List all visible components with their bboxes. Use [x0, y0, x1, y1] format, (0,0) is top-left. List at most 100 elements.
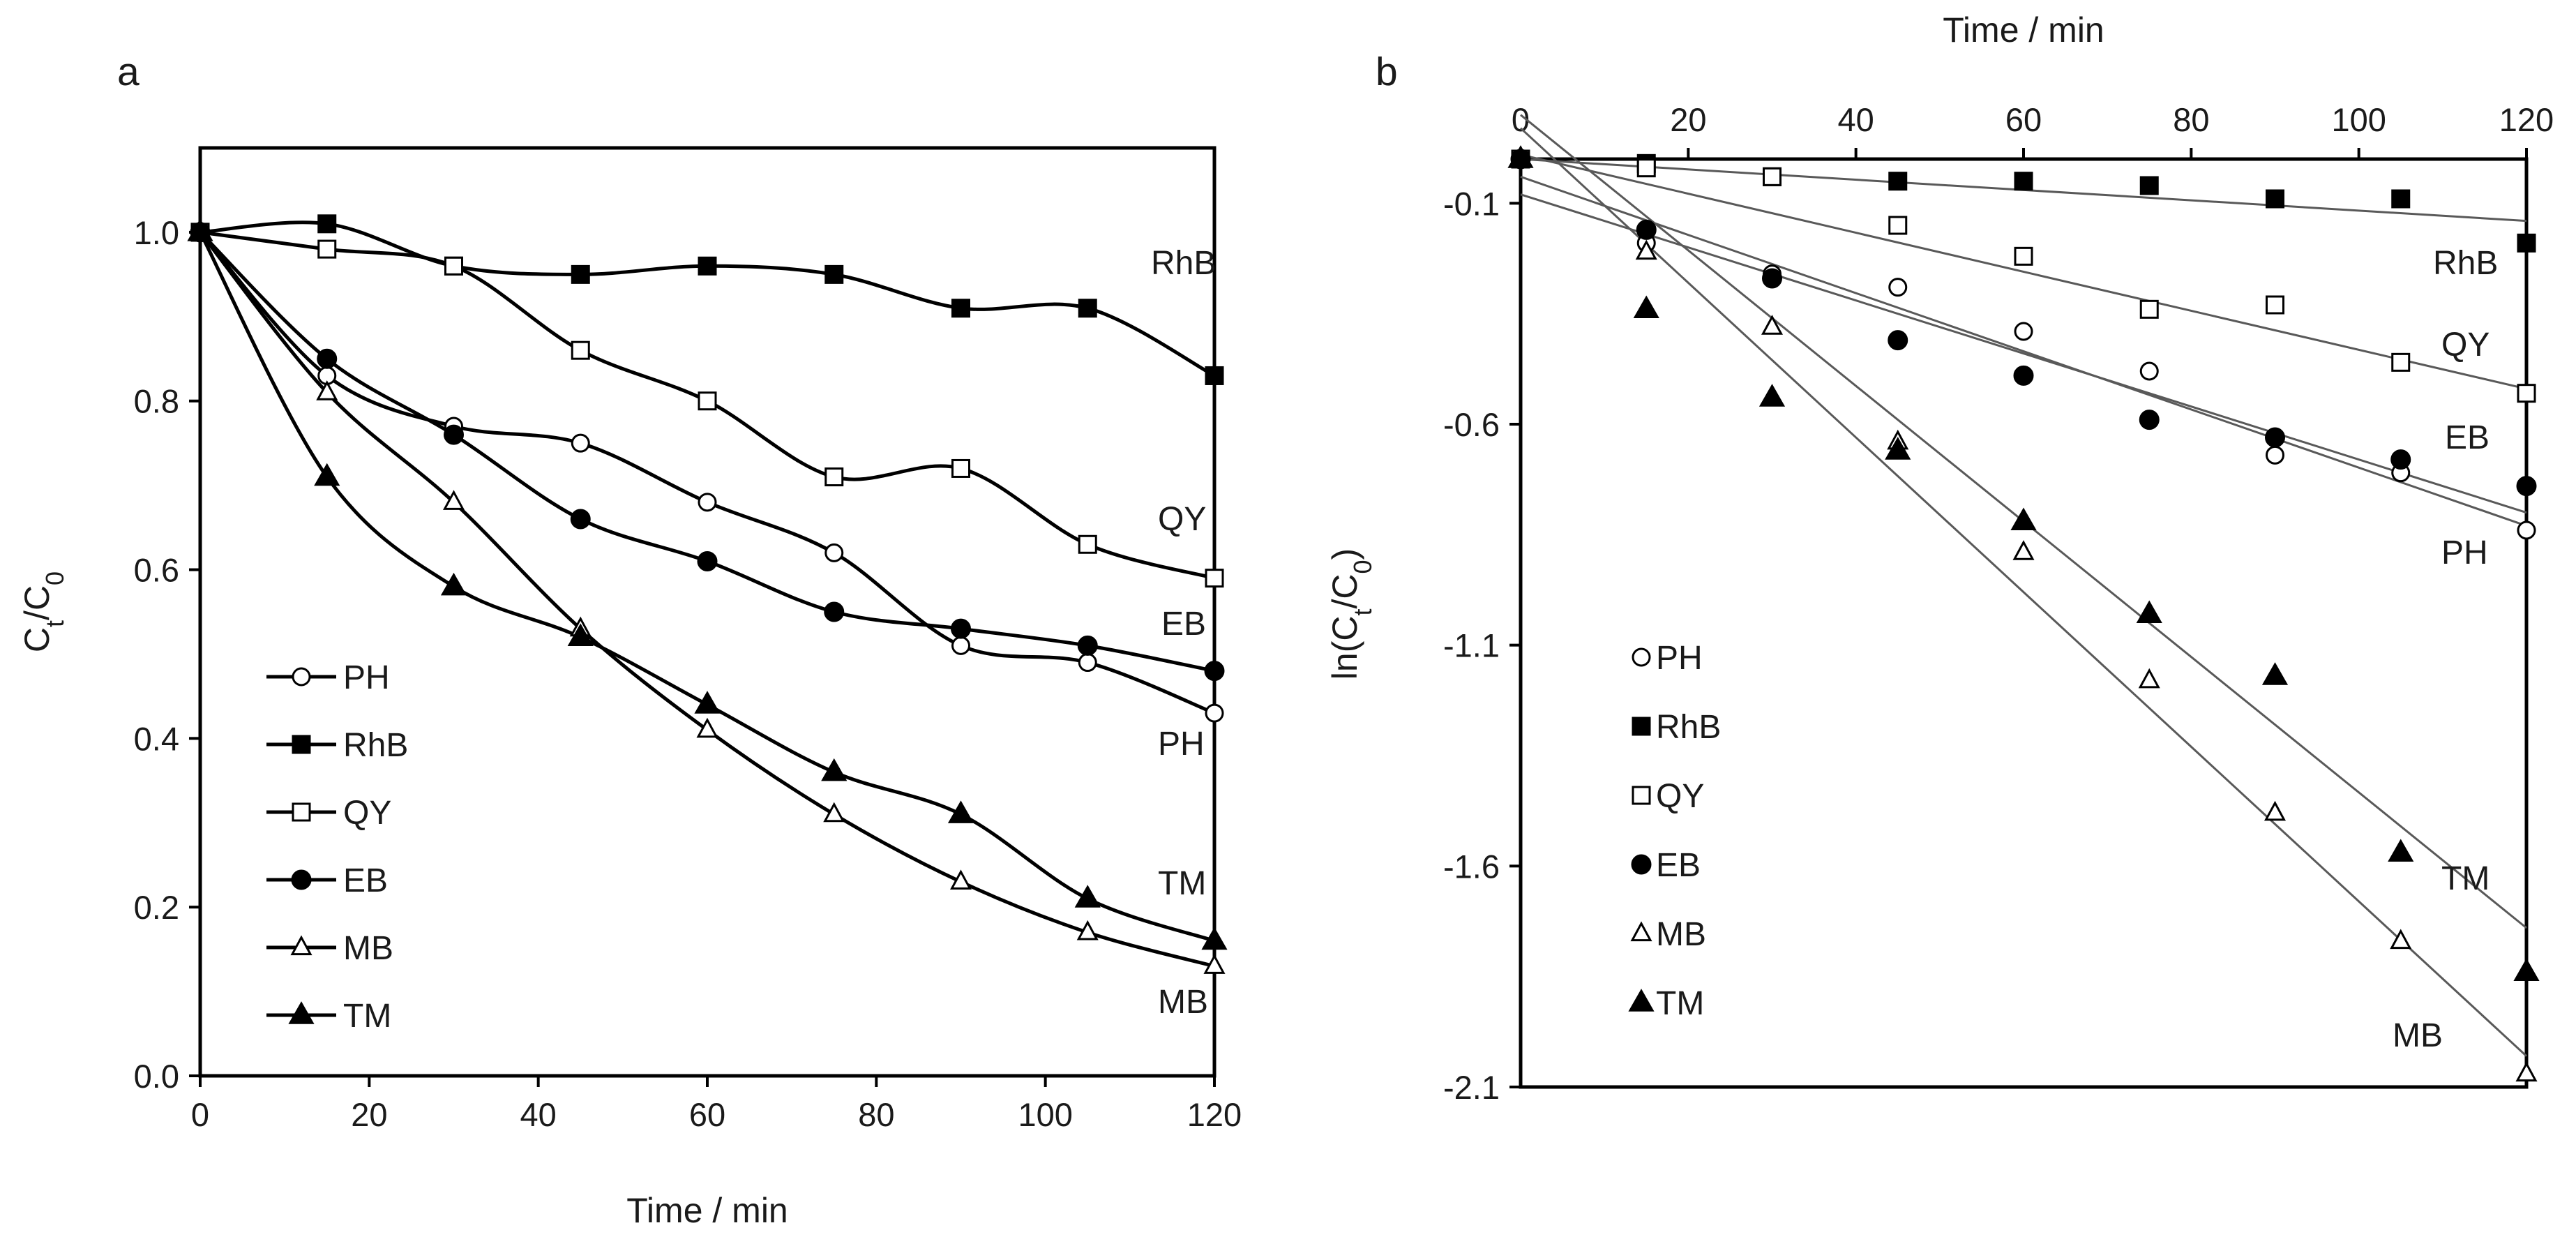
panel-b-x-axis-label: Time / min: [1943, 10, 2104, 50]
a-point-eb: [824, 601, 845, 622]
b-point-qy: [2266, 295, 2284, 315]
b-x-tick-label: 80: [2173, 101, 2209, 138]
a-legend-marker-qy: [292, 802, 311, 822]
a-series-line-rhb: [199, 220, 1216, 377]
a-point-ph: [698, 493, 717, 512]
b-point-rhb: [1888, 172, 1908, 191]
a-series-line-mb: [199, 231, 1215, 968]
a-y-tick-label: 0.0: [134, 1058, 179, 1095]
a-point-eb: [951, 618, 971, 639]
b-y-tick-label: -1.1: [1443, 627, 1500, 664]
a-point-qy: [824, 467, 844, 487]
b-fit-line-ph: [1520, 193, 2527, 514]
b-point-qy: [2517, 384, 2536, 403]
b-point-qy: [1763, 167, 1782, 186]
b-legend-marker-rhb: [1632, 717, 1651, 736]
b-fit-line-eb: [1520, 175, 2527, 527]
a-legend-marker-eb: [291, 869, 312, 890]
a-point-eb: [444, 424, 464, 445]
b-point-tm: [1885, 437, 1911, 460]
b-point-tm: [2136, 600, 2162, 624]
a-point-rhb: [698, 256, 717, 276]
a-point-qy: [317, 239, 337, 259]
panel-a-x-axis-label: Time / min: [626, 1191, 788, 1230]
panel-b: b Time / min ln(Ct/C0) 0 20 40 60 80 100 120 -…: [1325, 10, 2554, 1106]
a-point-eb: [1077, 635, 1098, 656]
b-series-label-rhb: RhB: [2433, 245, 2498, 282]
panel-a-y-axis-label: Ct/C0: [17, 571, 69, 652]
b-legend-label-eb: EB: [1656, 847, 1701, 884]
b-legend-label-ph: PH: [1656, 640, 1703, 677]
b-series-label-ph: PH: [2441, 534, 2488, 571]
a-point-qy: [698, 391, 717, 411]
a-x-tick-label: 20: [351, 1096, 387, 1133]
b-point-rhb: [2014, 172, 2033, 191]
b-point-rhb: [2266, 189, 2284, 209]
a-series-line-tm: [198, 231, 1215, 943]
panel-a: a Time / min Ct/C0 0 20 40 60 80 100 120 0.00.…: [17, 50, 1242, 1230]
b-series-label-mb: MB: [2393, 1017, 2443, 1054]
b-point-mb: [1761, 315, 1784, 335]
a-point-qy: [1078, 534, 1097, 554]
b-point-mb: [1635, 239, 1657, 260]
b-fit-line-mb: [1519, 127, 2528, 1057]
b-point-mb: [2390, 929, 2412, 950]
b-point-eb: [1888, 330, 1908, 351]
b-y-tick-label: -0.6: [1443, 406, 1500, 443]
b-point-tm: [1758, 384, 1786, 407]
b-point-mb: [2515, 1061, 2538, 1082]
b-point-eb: [2265, 427, 2285, 448]
a-point-qy: [571, 340, 590, 360]
panel-a-series: [187, 214, 1228, 974]
a-series-label-qy: QY: [1158, 501, 1206, 538]
b-point-tm: [2513, 958, 2540, 982]
a-point-eb: [697, 550, 718, 571]
a-point-mb: [1076, 920, 1099, 940]
a-x-tick-label: 80: [858, 1096, 894, 1133]
b-point-rhb: [2391, 189, 2411, 209]
b-point-ph: [1888, 278, 1908, 297]
b-point-ph: [2139, 361, 2159, 381]
a-point-rhb: [1078, 299, 1097, 318]
b-legend-marker-eb: [1631, 854, 1652, 875]
a-point-qy: [444, 256, 463, 276]
panel-b-label: b: [1376, 50, 1398, 94]
b-legend-marker-ph: [1632, 647, 1651, 667]
a-point-tm: [187, 218, 213, 241]
a-x-tick-label: 60: [689, 1096, 725, 1133]
a-point-qy: [1205, 569, 1224, 588]
a-point-rhb: [951, 299, 970, 318]
b-fit-line-qy: [1520, 153, 2527, 390]
a-legend-label-ph: PH: [343, 659, 390, 696]
a-point-rhb: [824, 264, 844, 284]
b-legend-marker-qy: [1632, 786, 1651, 805]
b-legend-label-qy: QY: [1656, 778, 1704, 815]
a-legend-label-eb: EB: [343, 862, 388, 899]
b-point-tm: [1633, 295, 1659, 319]
b-point-qy: [2139, 299, 2159, 319]
b-x-tick-label: 120: [2499, 101, 2554, 138]
a-point-ph: [1205, 703, 1224, 723]
b-series-label-tm: TM: [2441, 860, 2490, 897]
a-point-rhb: [571, 264, 590, 284]
a-point-eb: [1204, 661, 1225, 682]
a-point-mb: [696, 717, 718, 738]
b-point-mb: [2138, 668, 2160, 689]
b-series-label-qy: QY: [2441, 327, 2490, 363]
b-point-mb: [2012, 540, 2035, 560]
b-y-tick-label: -0.1: [1443, 185, 1500, 222]
a-point-eb: [317, 348, 338, 369]
b-point-ph: [2014, 322, 2033, 341]
a-point-tm: [1074, 885, 1101, 908]
panel-a-series-labels: PH RhB QY EB MB TM: [1151, 245, 1216, 1021]
a-point-eb: [570, 509, 591, 530]
b-x-tick-label: 20: [1670, 101, 1706, 138]
a-point-ph: [571, 433, 590, 453]
b-y-tick-label: -2.1: [1443, 1069, 1500, 1106]
b-point-eb: [1636, 219, 1657, 240]
a-series-label-mb: MB: [1158, 984, 1208, 1021]
a-point-tm: [694, 691, 721, 714]
a-series-label-eb: EB: [1161, 606, 1206, 643]
b-series-label-eb: EB: [2445, 419, 2490, 456]
a-point-ph: [824, 543, 844, 562]
